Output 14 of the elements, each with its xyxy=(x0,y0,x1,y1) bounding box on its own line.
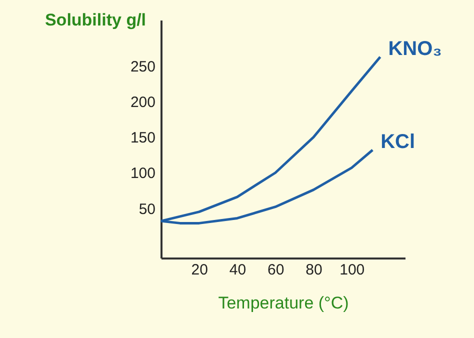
x-tick-label: 40 xyxy=(229,262,246,278)
x-tick-label: 80 xyxy=(306,262,322,278)
x-tick-label: 20 xyxy=(191,262,208,278)
series-label: KNO₃ xyxy=(388,38,442,60)
y-tick-label: 200 xyxy=(130,94,156,112)
x-axis-title: Temperature (°C) xyxy=(218,294,349,312)
y-tick-label: 250 xyxy=(130,58,156,76)
y-tick-label: 150 xyxy=(130,130,156,147)
series-label: KCl xyxy=(380,131,416,154)
x-tick-label: 100 xyxy=(340,262,365,278)
y-axis-title: Solubility g/l xyxy=(44,10,146,30)
x-tick-label: 60 xyxy=(268,262,284,278)
y-tick-label: 50 xyxy=(138,200,156,218)
y-tick-label: 100 xyxy=(130,165,156,182)
